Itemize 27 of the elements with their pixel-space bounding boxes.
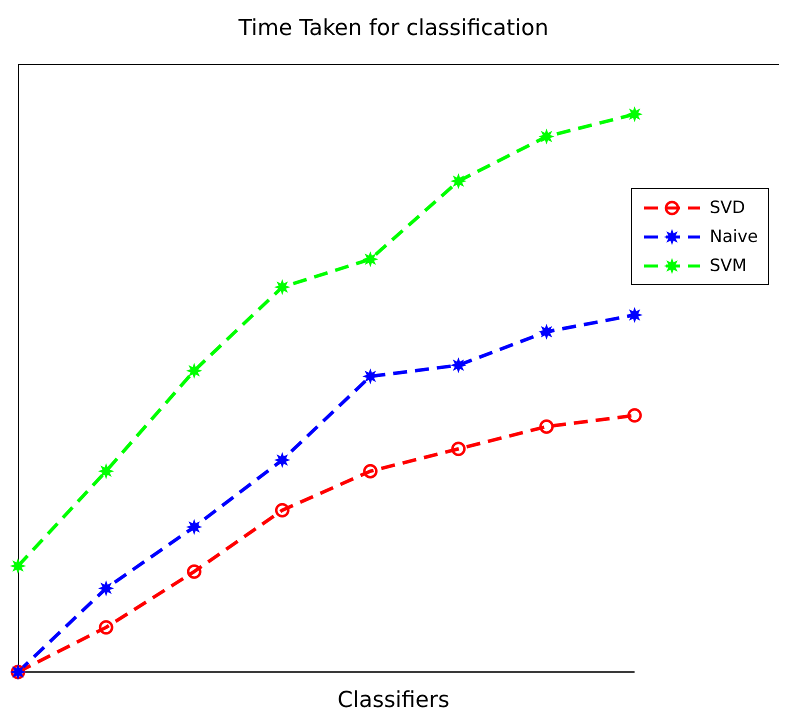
legend-label: Naive [710, 226, 758, 246]
legend-label: SVD [710, 198, 746, 218]
point [626, 307, 643, 324]
point [275, 502, 290, 518]
point [274, 279, 290, 296]
point [538, 324, 555, 340]
point [186, 362, 202, 379]
point [362, 368, 378, 384]
point [539, 419, 554, 434]
point [451, 442, 466, 456]
point [538, 128, 555, 145]
legend-label: SVM [710, 256, 747, 276]
point [98, 463, 114, 480]
point [274, 452, 290, 468]
point [626, 106, 643, 122]
point [363, 464, 378, 478]
point [186, 564, 202, 579]
point [627, 408, 642, 423]
point [10, 558, 26, 574]
x-axis-title: Classifiers [336, 688, 450, 713]
point [362, 251, 378, 268]
point [450, 173, 466, 190]
point [98, 620, 114, 635]
chart-title: Time Taken for classification [237, 16, 550, 41]
point [186, 518, 202, 535]
point [98, 580, 114, 596]
point [450, 357, 466, 374]
